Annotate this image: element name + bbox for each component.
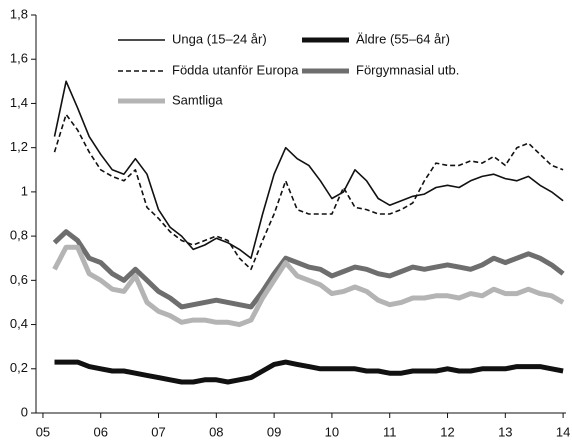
y-tick-label: 1,8: [10, 6, 28, 21]
legend-label: Samtliga: [172, 92, 223, 107]
y-tick-label: 1: [21, 183, 28, 198]
x-tick-label: 07: [151, 424, 165, 439]
legend-label: Förgymnasial utb.: [356, 62, 459, 77]
x-tick-label: 06: [93, 424, 107, 439]
x-tick-label: 10: [325, 424, 339, 439]
y-tick-label: 1,6: [10, 51, 28, 66]
y-tick-label: 0,6: [10, 272, 28, 287]
y-tick-label: 1,2: [10, 139, 28, 154]
y-tick-label: 0,4: [10, 316, 28, 331]
y-tick-label: 1,4: [10, 95, 28, 110]
x-tick-label: 05: [36, 424, 50, 439]
x-tick-label: 14: [556, 424, 570, 439]
y-tick-label: 0,2: [10, 360, 28, 375]
y-tick-label: 0: [21, 404, 28, 419]
series-line: [52, 244, 565, 328]
x-tick-label: 08: [209, 424, 223, 439]
legend-label: Unga (15–24 år): [172, 31, 267, 46]
series-line: [53, 113, 564, 271]
x-tick-label: 12: [440, 424, 454, 439]
legend-label: Äldre (55–64 år): [356, 31, 450, 46]
x-tick-label: 11: [383, 424, 397, 439]
series-line: [54, 359, 564, 385]
y-tick-label: 0,8: [10, 228, 28, 243]
x-tick-label: 09: [267, 424, 281, 439]
x-tick-label: 13: [498, 424, 512, 439]
legend-label: Födda utanför Europa: [172, 62, 299, 77]
series-line: [52, 229, 565, 310]
series-line: [53, 80, 564, 259]
